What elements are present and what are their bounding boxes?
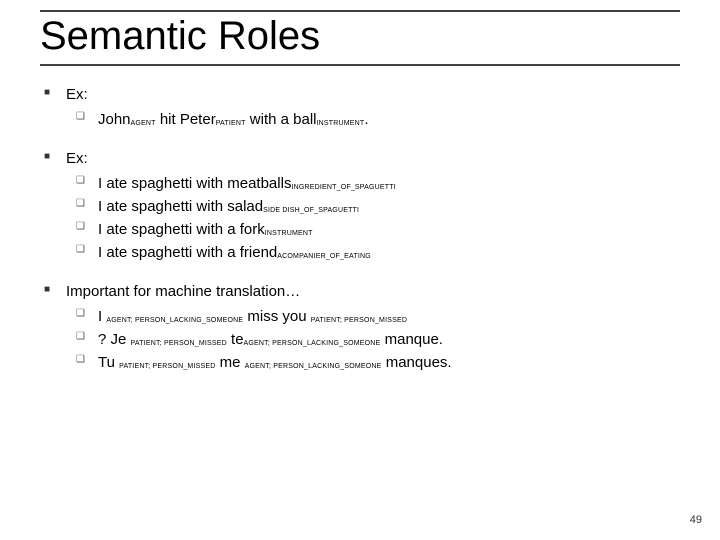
role-subscript: PATIENT; PERSON_MISSED bbox=[131, 340, 227, 347]
page-number: 49 bbox=[690, 514, 702, 526]
role-subscript: AGENT; PERSON_LACKING_SOMEONE bbox=[244, 340, 381, 347]
role-subscript: PATIENT bbox=[216, 120, 246, 127]
bullet-level1: Ex: bbox=[40, 84, 680, 105]
role-subscript: PATIENT; PERSON_MISSED bbox=[311, 317, 407, 324]
role-subscript: PATIENT; PERSON_MISSED bbox=[119, 363, 215, 370]
role-subscript: ACOMPANIER_OF_EATING bbox=[277, 253, 371, 260]
role-subscript: INGREDIENT_OF_SPAGUETTI bbox=[291, 184, 395, 191]
bullet-level2: I ate spaghetti with saladSIDE DISH_OF_S… bbox=[40, 196, 680, 217]
title-rule: Semantic Roles bbox=[40, 10, 680, 66]
role-subscript: AGENT; PERSON_LACKING_SOMEONE bbox=[245, 363, 382, 370]
role-subscript: AGENT; PERSON_LACKING_SOMEONE bbox=[106, 317, 243, 324]
role-subscript: AGENT bbox=[131, 120, 156, 127]
role-subscript: SIDE DISH_OF_SPAGUETTI bbox=[263, 207, 359, 214]
bullet-level2: JohnAGENT hit PeterPATIENT with a ballIN… bbox=[40, 109, 680, 130]
bullet-level1: Ex: bbox=[40, 148, 680, 169]
page-title: Semantic Roles bbox=[40, 14, 680, 58]
role-subscript: INSTRUMENT bbox=[265, 230, 313, 237]
bullet-level2: ? Je PATIENT; PERSON_MISSED teAGENT; PER… bbox=[40, 329, 680, 350]
bullet-level2: Tu PATIENT; PERSON_MISSED me AGENT; PERS… bbox=[40, 352, 680, 373]
slide-body: Ex: JohnAGENT hit PeterPATIENT with a bal… bbox=[40, 84, 680, 373]
bullet-level2: I ate spaghetti with meatballsINGREDIENT… bbox=[40, 173, 680, 194]
bullet-level2: I ate spaghetti with a forkINSTRUMENT bbox=[40, 219, 680, 240]
bullet-level2: I AGENT; PERSON_LACKING_SOMEONE miss you… bbox=[40, 306, 680, 327]
bullet-level2: I ate spaghetti with a friendACOMPANIER_… bbox=[40, 242, 680, 263]
role-subscript: INSTRUMENT bbox=[316, 120, 364, 127]
bullet-level1: Important for machine translation… bbox=[40, 281, 680, 302]
block-spacer bbox=[40, 132, 680, 148]
block-spacer bbox=[40, 265, 680, 281]
slide: Semantic Roles Ex: JohnAGENT hit PeterPAT… bbox=[0, 0, 720, 540]
